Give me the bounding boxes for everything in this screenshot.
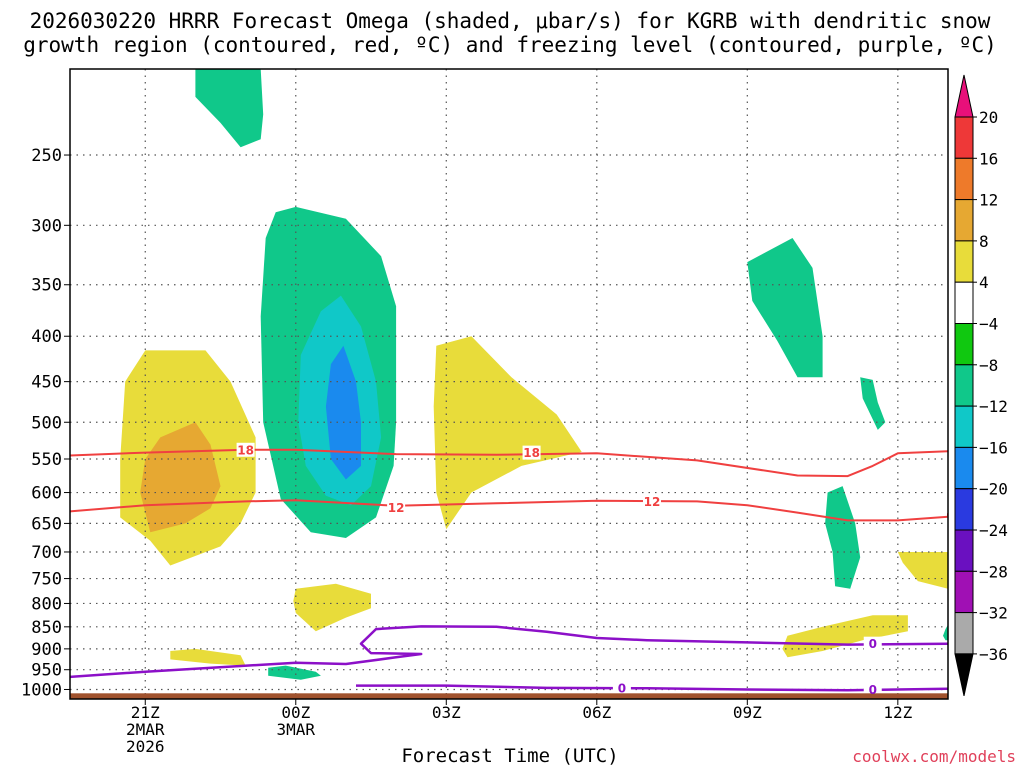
colorbar-label: −32: [979, 604, 1008, 623]
y-tick-label-600: 600: [31, 484, 62, 504]
colorbar-label: −8: [979, 356, 998, 375]
colorbar-band: [954, 240, 974, 283]
dgz-label-bg: [642, 494, 661, 509]
omega-region-lift-main-core: [325, 345, 361, 480]
colorbar-top-arrow: [954, 74, 974, 118]
omega-region-lift-upper-0: [195, 69, 264, 148]
x-tick-label: 2MAR: [126, 720, 165, 739]
chart-title-line-1: 2026030220 HRRR Forecast Omega (shaded, …: [30, 9, 991, 33]
site-credit: coolwx.com/models: [852, 747, 1016, 766]
y-tick-label-950: 950: [31, 661, 62, 681]
colorbar-band: [954, 612, 974, 655]
dgz-contour-label: 18: [237, 443, 254, 457]
x-tick-label: 12Z: [883, 703, 912, 722]
colorbar-label: −28: [979, 562, 1008, 581]
colorbar-band: [954, 529, 974, 572]
colorbar-bottom-arrow: [954, 653, 974, 697]
freezing-label-bg: [612, 680, 631, 695]
colorbar-label: 16: [979, 149, 998, 168]
omega-region-sink-0030z: [293, 583, 371, 632]
dgz-contour-label: 12: [644, 495, 661, 509]
colorbar-label: 4: [979, 273, 989, 292]
dgz-contour-label: 12: [388, 501, 405, 515]
plot-area: [70, 69, 948, 699]
colorbar-band: [954, 323, 974, 366]
colorbar-band: [954, 488, 974, 531]
dgz-contour-label: 18: [523, 446, 540, 460]
gridlines: [70, 69, 948, 699]
y-tick-label-400: 400: [31, 327, 62, 347]
colorbar-label: −16: [979, 438, 1008, 457]
freezing-contour-0: [70, 625, 948, 679]
colorbar-label: 20: [979, 108, 998, 127]
freezing-contour-label: 0: [618, 681, 626, 695]
omega-region-sink-2200z: [170, 648, 246, 666]
x-tick-label: 03Z: [432, 703, 461, 722]
y-tick-label-1000: 1000: [21, 680, 62, 700]
dgz-label-bg: [236, 442, 255, 457]
colorbar-band: [954, 281, 974, 325]
colorbar-label: 12: [979, 191, 998, 210]
x-tick-label: 06Z: [582, 703, 611, 722]
omega-region-sink-1030z: [782, 615, 908, 658]
y-tick-label-500: 500: [31, 413, 62, 433]
omega-shading: [120, 69, 948, 680]
x-tick-label: 09Z: [733, 703, 762, 722]
dgz-label-bg: [522, 445, 541, 460]
colorbar-band: [954, 570, 974, 614]
x-axis-title: Forecast Time (UTC): [401, 745, 618, 767]
colorbar-label: 8: [979, 232, 989, 251]
colorbar-label: −24: [979, 521, 1008, 540]
y-tick-label-650: 650: [31, 514, 62, 534]
freezing-label-bg: [863, 682, 882, 697]
y-tick-label-750: 750: [31, 570, 62, 590]
freezing-contour-label: 0: [869, 683, 877, 697]
colorbar: 20 16 12 8 4 −4 −8 −12 −16 −20 −24 −28 −32 −36: [954, 74, 1008, 697]
contour-labels: 18 18 12 12 0 0 0: [237, 443, 877, 697]
colorbar-band: [954, 157, 974, 201]
omega-region-sink-mid: [433, 336, 582, 530]
y-tick-label-700: 700: [31, 543, 62, 563]
terrain-ground: [70, 693, 948, 699]
y-tick-label-350: 350: [31, 276, 62, 296]
y-tick-label-250: 250: [31, 146, 62, 166]
omega-region-lift-0930z: [747, 238, 823, 378]
colorbar-label: −12: [979, 397, 1008, 416]
y-tick-label-800: 800: [31, 594, 62, 614]
x-tick-label: 3MAR: [277, 720, 316, 739]
contour-lines: [70, 442, 948, 697]
y-tick-label-450: 450: [31, 373, 62, 393]
omega-region-lift-1100z: [860, 377, 886, 430]
dgz-label-bg: [387, 500, 406, 515]
y-tick-label-550: 550: [31, 450, 62, 470]
omega-region-sink-1330z: [897, 552, 948, 589]
omega-region-lift-edge: [943, 624, 948, 641]
y-tick-label-900: 900: [31, 640, 62, 660]
omega-region-lift-0230z: [268, 665, 321, 680]
colorbar-band: [954, 405, 974, 448]
colorbar-label: −36: [979, 645, 1008, 664]
y-tick-label-300: 300: [31, 216, 62, 236]
colorbar-label: −4: [979, 315, 998, 334]
freezing-contour-label: 0: [869, 637, 877, 651]
y-axis-pressure: 2503003504004505005506006507007508008509…: [21, 146, 70, 700]
colorbar-band: [954, 199, 974, 242]
freezing-contour-1: [356, 684, 948, 692]
plot-frame: [69, 68, 949, 700]
x-tick-label: 2026: [126, 737, 165, 756]
x-tick-label: 00Z: [281, 703, 310, 722]
omega-region-lift-1000z: [825, 486, 861, 589]
colorbar-band: [954, 116, 974, 159]
colorbar-label: −20: [979, 480, 1008, 499]
colorbar-band: [954, 364, 974, 407]
chart-title-line-2: growth region (contoured, red, ºC) and f…: [23, 33, 997, 57]
x-tick-label: 21Z: [131, 703, 160, 722]
freezing-label-bg: [863, 636, 882, 651]
colorbar-band: [954, 446, 974, 490]
y-tick-label-850: 850: [31, 618, 62, 638]
